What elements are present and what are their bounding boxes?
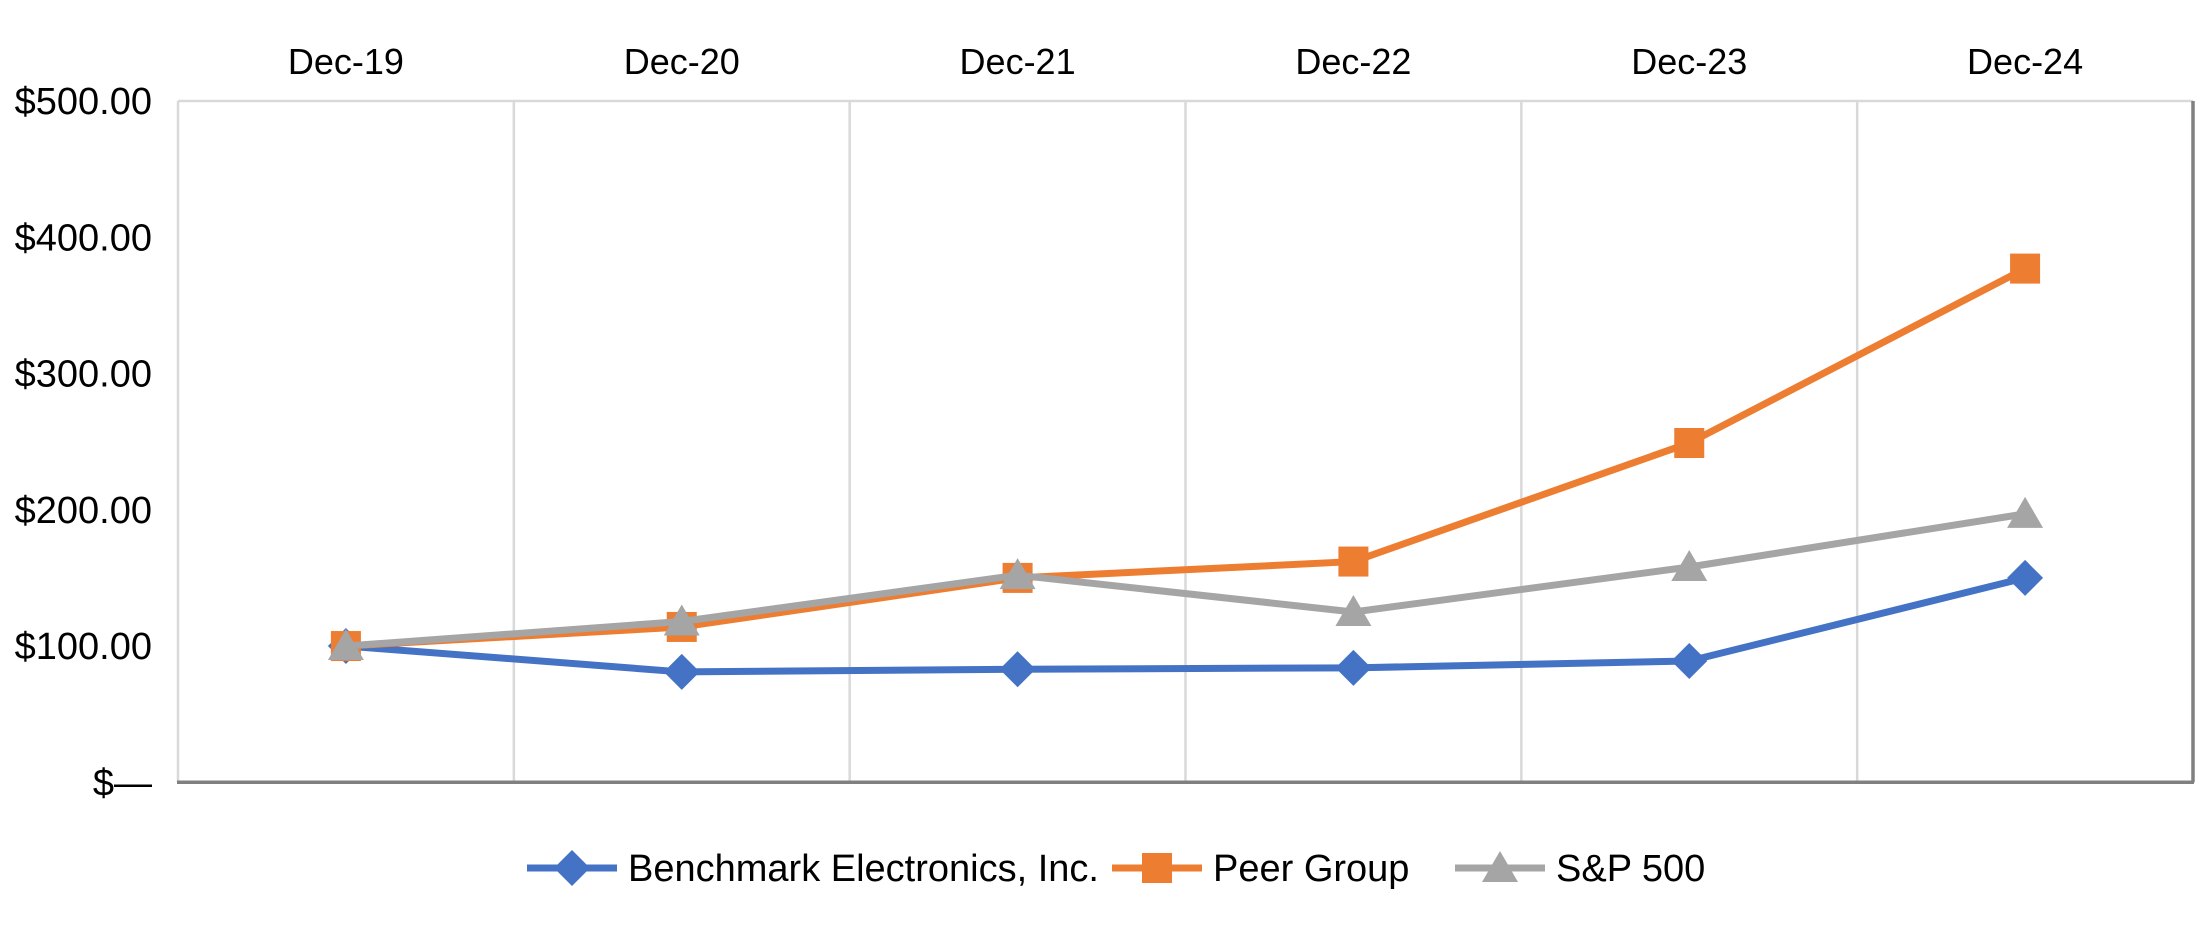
data-point-s-p-500: [1671, 550, 1708, 582]
data-point-benchmark-electronics-inc: [663, 653, 700, 690]
legend-label-benchmark-electronics-inc: Benchmark Electronics, Inc.: [628, 848, 1099, 890]
data-point-benchmark-electronics-inc: [2007, 559, 2044, 596]
x-axis-label: Dec-24: [1967, 41, 2083, 82]
data-point-peer-group: [1338, 546, 1369, 577]
legend-label-peer-group: Peer Group: [1213, 848, 1409, 890]
series-line-peer-group: [342, 265, 2029, 650]
data-point-s-p-500: [999, 558, 1036, 590]
y-axis-label: $200.00: [15, 490, 152, 532]
legend-square-icon: [1142, 853, 1172, 883]
data-point-benchmark-electronics-inc: [1671, 643, 1708, 680]
data-point-s-p-500: [663, 604, 700, 636]
series-line-benchmark-electronics-inc: [342, 574, 2029, 676]
x-axis-label: Dec-23: [1631, 41, 1747, 82]
data-point-s-p-500: [327, 629, 364, 661]
data-point-s-p-500: [2007, 496, 2044, 528]
data-point-s-p-500: [1335, 594, 1372, 626]
series-line-s-p-500: [342, 510, 2029, 650]
legend-label-s-p-500: S&P 500: [1556, 848, 1705, 890]
x-axis-label: Dec-21: [960, 41, 1076, 82]
y-axis-label: $300.00: [15, 354, 152, 396]
legend-triangle-icon: [1482, 851, 1518, 882]
data-point-peer-group: [1674, 428, 1705, 459]
y-axis-label: $500.00: [15, 81, 152, 123]
x-axis-label: Dec-19: [288, 41, 404, 82]
data-point-benchmark-electronics-inc: [999, 651, 1036, 688]
data-point-benchmark-electronics-inc: [1335, 649, 1372, 686]
legend-diamond-icon: [554, 850, 590, 886]
y-axis-label: $400.00: [15, 217, 152, 259]
y-axis-label: $—: [93, 762, 152, 804]
data-point-peer-group: [2010, 253, 2041, 284]
x-axis-label: Dec-22: [1295, 41, 1411, 82]
y-axis-label: $100.00: [15, 626, 152, 668]
x-axis-label: Dec-20: [624, 41, 740, 82]
